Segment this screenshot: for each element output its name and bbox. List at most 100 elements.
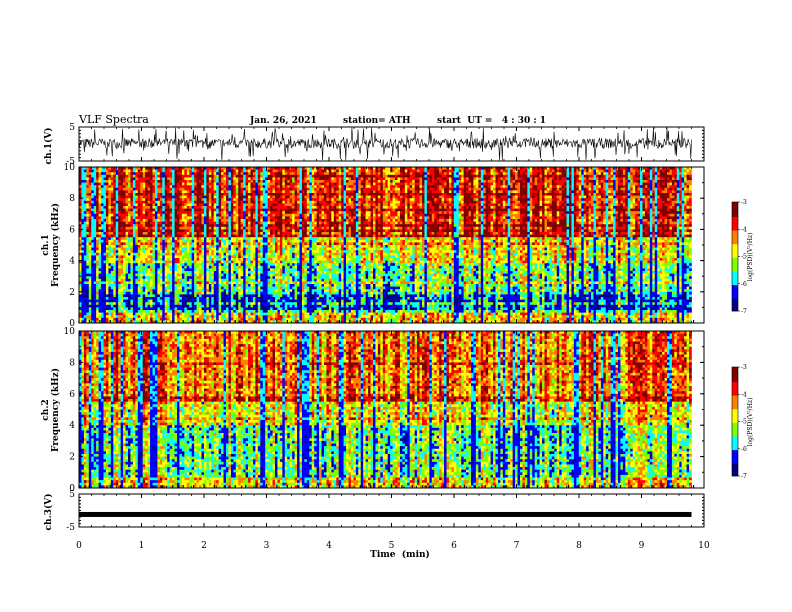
spectrogram-cell	[265, 198, 268, 202]
spectrogram-cell	[83, 237, 87, 241]
spectrogram-cell	[98, 200, 102, 204]
spectrogram-cell	[115, 297, 119, 300]
spectrogram-cell	[79, 193, 82, 196]
spectrogram-cell	[262, 297, 266, 300]
spectrogram-cell	[201, 304, 205, 308]
spectrogram-cell	[79, 291, 82, 295]
spectrogram-cell	[174, 234, 178, 238]
spectrogram-cell	[275, 167, 278, 170]
spectrogram-cell	[172, 187, 175, 191]
spectrogram-cell	[108, 169, 112, 173]
spectrogram-cell	[184, 172, 188, 176]
spectrogram-cell	[186, 211, 190, 215]
spectrogram-cell	[113, 242, 117, 246]
spectrogram-cell	[194, 273, 197, 277]
spectrogram-cell	[255, 182, 259, 186]
spectrogram-cell	[162, 221, 166, 225]
spectrogram-cell	[118, 294, 121, 298]
spectrogram-cell	[211, 302, 215, 306]
spectrogram-cell	[262, 200, 266, 204]
spectrogram-cell	[226, 284, 229, 287]
spectrogram-cell	[135, 284, 139, 287]
spectrogram-cell	[169, 245, 173, 248]
spectrogram-cell	[132, 320, 136, 324]
spectrogram-cell	[262, 193, 266, 196]
spectrogram-cell	[145, 268, 148, 272]
spectrogram-cell	[243, 299, 246, 303]
spectrogram-cell	[240, 289, 244, 293]
spectrogram-cell	[221, 271, 224, 274]
spectrogram-cell	[132, 258, 136, 261]
spectrogram-cell	[270, 255, 273, 259]
spectrogram-cell	[152, 234, 156, 238]
spectrogram-cell	[233, 203, 237, 207]
spectrogram-cell	[233, 302, 237, 306]
spectrogram-cell	[110, 200, 114, 204]
spectrogram-cell	[235, 260, 239, 264]
spectrogram-cell	[226, 195, 229, 199]
spectrogram-cell	[186, 250, 190, 254]
spectrogram-cell	[79, 315, 82, 319]
spectrogram-cell	[194, 245, 197, 248]
spectrogram-cell	[265, 271, 268, 274]
spectrogram-cell	[135, 185, 139, 189]
spectrogram-cell	[179, 250, 183, 254]
spectrogram-cell	[228, 245, 232, 248]
spectrogram-cell	[194, 185, 197, 189]
spectrogram-cell	[275, 182, 278, 186]
spectrogram-cell	[186, 169, 190, 173]
spectrogram-cell	[110, 317, 114, 321]
spectrogram-cell	[235, 234, 239, 238]
spectrogram-cell	[169, 167, 173, 170]
spectrogram-cell	[226, 304, 229, 308]
spectrogram-cell	[91, 190, 94, 194]
spectrogram-cell	[191, 206, 195, 209]
spectrogram-cell	[108, 208, 112, 212]
spectrogram-cell	[123, 182, 126, 186]
spectrogram-cell	[172, 278, 175, 282]
spectrogram-cell	[137, 284, 141, 287]
spectrogram-cell	[235, 278, 239, 282]
spectrogram-cell	[233, 258, 237, 261]
spectrogram-cell	[196, 289, 200, 293]
spectrogram-cell	[137, 232, 141, 235]
spectrogram-cell	[196, 258, 200, 261]
spectrogram-cell	[257, 216, 261, 220]
spectrogram-cell	[159, 242, 163, 246]
spectrogram-cell	[267, 224, 271, 228]
spectrogram-cell	[103, 167, 107, 170]
spectrogram-cell	[240, 310, 244, 313]
spectrogram-cell	[101, 232, 104, 235]
spectrogram-cell	[162, 208, 166, 212]
spectrogram-cell	[179, 193, 183, 196]
spectrogram-cell	[113, 320, 117, 324]
spectrogram-cell	[120, 265, 124, 269]
spectrogram-cell	[260, 242, 264, 246]
spectrogram-cell	[172, 289, 175, 293]
spectrogram-cell	[238, 291, 241, 295]
spectrogram-cell	[221, 315, 224, 319]
spectrogram-cell	[79, 216, 82, 220]
spectrogram-cell	[154, 190, 158, 194]
spectrogram-cell	[105, 208, 109, 212]
spectrogram-cell	[123, 193, 126, 196]
spectrogram-cell	[265, 258, 268, 261]
spectrogram-cell	[177, 221, 180, 225]
spectrogram-cell	[245, 239, 249, 243]
spectrogram-cell	[167, 268, 170, 272]
spectrogram-cell	[150, 167, 153, 170]
spectrogram-cell	[105, 182, 109, 186]
spectrogram-cell	[240, 208, 244, 212]
spectrogram-cell	[218, 304, 222, 308]
spectrogram-cell	[159, 247, 163, 251]
spectrogram-cell	[208, 302, 212, 306]
spectrogram-cell	[162, 284, 166, 287]
spectrogram-cell	[211, 281, 215, 285]
spectrogram-cell	[162, 239, 166, 243]
spectrogram-cell	[123, 247, 126, 251]
spectrogram-cell	[196, 281, 200, 285]
spectrogram-cell	[159, 221, 163, 225]
spectrogram-cell	[233, 211, 237, 215]
spectrogram-cell	[91, 206, 94, 209]
spectrogram-cell	[262, 242, 266, 246]
